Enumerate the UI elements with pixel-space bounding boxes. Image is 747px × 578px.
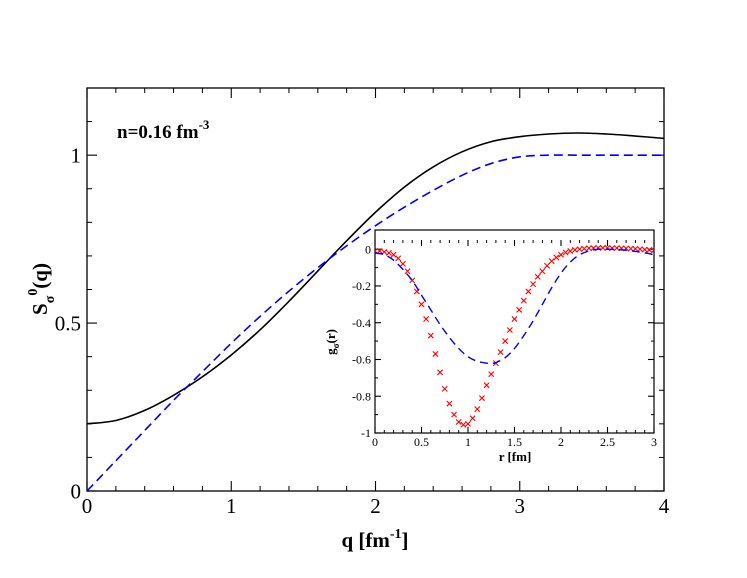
inset-data-point <box>399 260 406 267</box>
inset-y-tick-label: -0.4 <box>352 316 371 330</box>
inset-x-axis-label: r [fm] <box>499 449 532 464</box>
inset-data-point <box>646 246 653 253</box>
inset-data-point <box>516 306 523 313</box>
inset-data-point <box>534 273 541 280</box>
inset-data-point <box>530 281 537 288</box>
inset-data-point <box>506 327 513 334</box>
main-tick-labels: 0 1 2 3 4 0 0.5 1 <box>55 144 670 518</box>
inset-data-point <box>544 262 551 269</box>
inset-series-dashed-line <box>375 248 654 365</box>
inset-y-tick-label: -1 <box>361 426 371 440</box>
inset-data-point <box>488 371 495 378</box>
main-y-tick-label: 1 <box>71 144 82 168</box>
inset-series <box>375 244 654 428</box>
inset-y-tick-label: -0.8 <box>352 389 371 403</box>
main-x-tick-label: 2 <box>370 494 381 518</box>
main-x-tick-label: 3 <box>515 494 526 518</box>
inset-data-point <box>502 338 509 345</box>
inset-data-point <box>478 395 485 402</box>
inset-data-point <box>599 244 606 251</box>
inset-data-point <box>525 288 532 295</box>
inset-x-tick-label: 2.5 <box>600 435 615 449</box>
inset-x-tick-label: 3 <box>651 435 657 449</box>
main-y-tick-label: 0.5 <box>55 311 81 335</box>
inset-data-point <box>385 249 392 256</box>
inset-data-point <box>553 254 560 261</box>
inset-data-point <box>520 297 527 304</box>
main-y-axis-label: Sσ0(q) <box>26 263 58 315</box>
inset-data-point <box>651 247 654 254</box>
inset-data-point <box>418 301 425 308</box>
main-x-tick-label: 4 <box>659 494 670 518</box>
inset-data-point <box>511 316 518 323</box>
inset-data-point <box>562 249 569 256</box>
inset-data-point <box>465 420 471 427</box>
inset-data-point <box>423 316 430 323</box>
inset-x-tick-label: 2 <box>558 435 564 449</box>
main-series-dashed-line <box>87 154 664 491</box>
inset-data-point <box>497 349 504 356</box>
main-series <box>87 132 664 491</box>
inset-background <box>375 230 654 433</box>
inset-data-point <box>395 255 402 262</box>
inset-data-point <box>474 406 481 413</box>
inset-x-tick-label: 0.5 <box>414 435 429 449</box>
inset-x-tick-label: 1.5 <box>507 435 522 449</box>
inset-y-tick-label: 0 <box>365 242 371 256</box>
main-x-tick-label: 1 <box>226 494 237 518</box>
inset-tick-labels: 0 0.5 1 1.5 2 2.5 3 0 -0.2 -0.4 -0.6 -0.8 -1 <box>352 242 657 449</box>
inset-data-point <box>390 251 397 258</box>
inset-data-point <box>576 246 583 253</box>
inset-data-point <box>441 385 448 392</box>
inset-y-axis-label: gσ(r) <box>323 329 341 355</box>
inset-data-point <box>641 246 648 253</box>
inset-x-tick-label: 0 <box>372 435 378 449</box>
inset-ticks <box>374 240 655 434</box>
inset-data-point <box>460 421 467 428</box>
inset-y-tick-label: -0.6 <box>352 353 371 367</box>
inset-data-point <box>581 245 588 252</box>
density-annotation: n=0.16 fm-3 <box>117 117 210 143</box>
inset-data-point <box>558 251 564 258</box>
main-series-solid-line <box>87 132 664 425</box>
main-x-tick-label: 0 <box>82 494 93 518</box>
inset-data-point <box>539 268 546 275</box>
main-x-axis-label: q [fm-1] <box>341 527 408 552</box>
inset-data-point <box>483 382 490 389</box>
inset-data-point <box>427 332 434 339</box>
inset-data-point <box>446 400 453 407</box>
main-y-tick-label: 0 <box>71 479 82 503</box>
inset-data-point <box>451 411 458 418</box>
inset-data-point <box>469 415 476 422</box>
inset-data-point <box>567 248 574 255</box>
main-ticks <box>86 88 665 492</box>
inset-data-point <box>404 268 411 275</box>
inset-data-point <box>548 258 555 265</box>
inset-data-point <box>613 245 620 252</box>
inset-data-point <box>432 350 439 357</box>
inset-x-tick-label: 1 <box>465 435 471 449</box>
inset-data-point <box>437 369 444 376</box>
inset-data-point <box>637 246 644 253</box>
inset-data-point <box>455 418 462 425</box>
inset-data-point <box>571 246 578 253</box>
inset-y-tick-label: -0.2 <box>352 279 371 293</box>
inset-data-point <box>585 245 592 252</box>
